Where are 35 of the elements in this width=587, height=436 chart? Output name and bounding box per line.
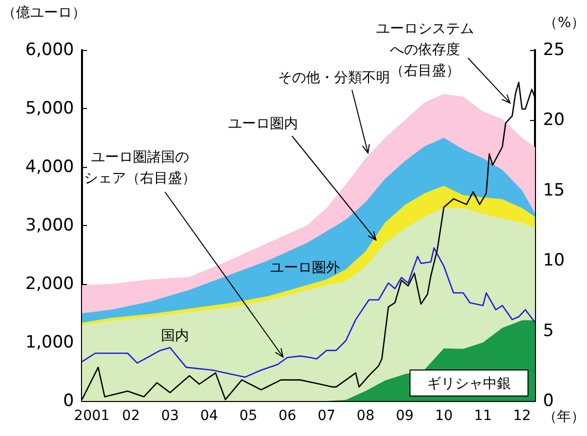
x-tick-label: 11 bbox=[474, 408, 492, 424]
series-label: ギリシャ中銀 bbox=[427, 376, 511, 392]
series-label: ユーロ圏外 bbox=[270, 260, 340, 276]
y-tick-label: 4,000 bbox=[25, 157, 74, 177]
y-tick-label: 6,000 bbox=[25, 40, 74, 60]
y-tick-label: 2,000 bbox=[25, 274, 74, 294]
y-tick-label: 1,000 bbox=[25, 332, 74, 352]
x-tick-label: 04 bbox=[200, 408, 218, 424]
x-tick-label: 06 bbox=[278, 408, 296, 424]
y2-tick-label: 0 bbox=[543, 391, 554, 411]
x-tick-label: 12 bbox=[513, 408, 531, 424]
y2-tick-label: 5 bbox=[543, 320, 554, 341]
y-axis-title: （億ユーロ） bbox=[2, 5, 86, 21]
x-tick-label: 05 bbox=[239, 408, 258, 424]
text: ユーロ圏内 bbox=[228, 116, 298, 132]
y2-tick-label: 10 bbox=[543, 250, 565, 271]
text: ユーロ圏諸国のシェア（右目盛） bbox=[84, 150, 196, 186]
series-label: 国内 bbox=[161, 328, 189, 344]
y2-tick-label: 15 bbox=[543, 180, 565, 200]
x-tick-label: 09 bbox=[396, 408, 414, 424]
x-tick-label: 02 bbox=[122, 408, 140, 424]
x-tick-label: 07 bbox=[318, 408, 336, 424]
x-tick-label: 10 bbox=[434, 408, 453, 424]
y-tick-label: 3,000 bbox=[25, 216, 74, 236]
x-tick-label: 03 bbox=[161, 408, 179, 424]
y-tick-label: 5,000 bbox=[25, 98, 74, 118]
x-tick-label: 08 bbox=[356, 408, 374, 424]
x-tick-label: 2001 bbox=[74, 408, 110, 424]
line-series bbox=[81, 247, 536, 378]
y2-tick-label: 20 bbox=[543, 110, 565, 130]
y-tick-label: 0 bbox=[63, 391, 74, 411]
y2-tick-label: 25 bbox=[543, 40, 565, 60]
x-axis-title: （年） bbox=[543, 409, 585, 425]
y2-axis-title: （%） bbox=[544, 15, 586, 31]
text: その他・分類不明 bbox=[278, 70, 390, 86]
